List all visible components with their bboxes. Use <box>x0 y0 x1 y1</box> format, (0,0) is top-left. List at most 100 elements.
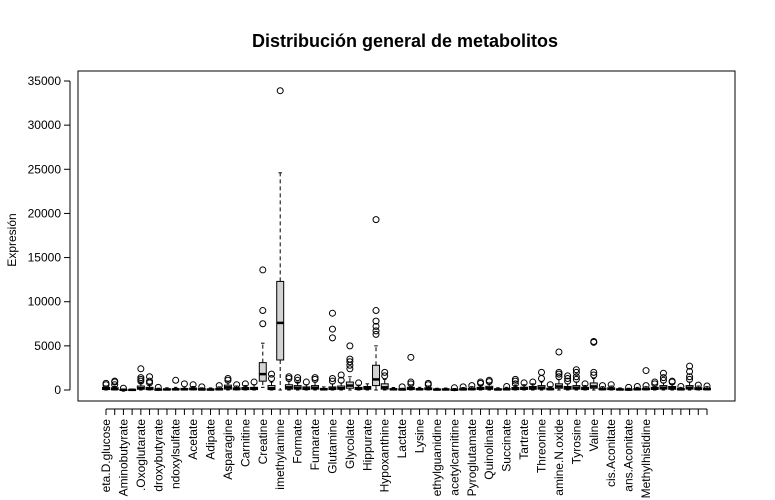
box <box>337 371 346 391</box>
box <box>128 388 137 392</box>
outlier-point <box>703 382 711 390</box>
outlier-point <box>407 378 415 386</box>
outlier-point <box>119 384 127 392</box>
x-tick-label: ndoxylsulfate <box>169 419 183 489</box>
box <box>154 383 163 391</box>
outlier-point <box>146 377 154 385</box>
outlier-point <box>572 373 580 381</box>
outlier-point <box>372 330 380 338</box>
outlier-point <box>372 216 380 224</box>
chart-title: Distribución general de metabolitos <box>252 31 558 51</box>
outlier-point <box>520 379 528 387</box>
box <box>197 383 206 391</box>
box <box>241 380 250 391</box>
box <box>624 383 633 391</box>
box <box>459 383 468 391</box>
y-tick-label: 0 <box>54 383 61 397</box>
box <box>276 87 285 391</box>
box <box>102 379 110 391</box>
x-tick-label: imethylamine <box>273 419 287 490</box>
box <box>572 366 581 391</box>
x-tick-label: Hippurate <box>360 419 374 471</box>
outlier-point <box>590 371 598 379</box>
outlier-point <box>503 382 511 390</box>
outlier-point <box>607 381 615 389</box>
box <box>615 387 624 391</box>
outlier-point <box>459 383 467 391</box>
box <box>554 348 563 391</box>
box <box>441 387 450 391</box>
box <box>215 382 224 391</box>
outlier-point <box>572 375 580 383</box>
outlier-point <box>294 376 302 384</box>
outlier-point <box>276 87 284 95</box>
outlier-point <box>267 375 275 383</box>
outlier-point <box>564 377 572 385</box>
box-iqr <box>258 362 267 382</box>
outlier-point <box>555 368 563 376</box>
x-tick-label: Lysine <box>413 419 427 454</box>
box <box>372 216 380 391</box>
box <box>354 379 363 391</box>
y-tick-label: 25000 <box>28 162 62 176</box>
outlier-point <box>590 368 598 376</box>
box <box>467 382 476 391</box>
y-tick-label: 15000 <box>28 251 62 265</box>
x-tick-label: .Oxoglutarate <box>134 419 148 491</box>
box <box>398 383 407 391</box>
outlier-point <box>555 373 563 381</box>
x-tick-label: Threonine <box>535 419 549 473</box>
y-tick-label: 5000 <box>34 339 61 353</box>
box <box>302 378 311 391</box>
box <box>250 378 259 391</box>
x-tick-label: Formate <box>291 419 305 464</box>
outlier-point <box>477 378 485 386</box>
outlier-point <box>381 372 389 380</box>
x-tick-label: Hypoxanthine <box>378 419 392 493</box>
outlier-point <box>346 342 354 350</box>
x-tick-label: Carnitine <box>238 419 252 467</box>
outlier-point <box>154 383 162 391</box>
outlier-point <box>659 369 667 377</box>
outlier-point <box>529 378 537 386</box>
box-iqr <box>372 364 380 387</box>
box <box>189 381 198 391</box>
outlier-point <box>572 366 580 374</box>
outlier-point <box>590 337 598 345</box>
outlier-point <box>372 317 380 325</box>
box-iqr <box>276 280 285 361</box>
outlier-point <box>372 327 380 335</box>
box <box>668 377 677 391</box>
outlier-point <box>328 375 336 383</box>
x-tick-label: droxybutyrate <box>151 419 165 492</box>
y-axis: 0 5000 10000 15000 20000 25000 30000 35000 <box>28 74 71 397</box>
outlier-point <box>328 325 336 333</box>
outlier-point <box>633 382 641 390</box>
y-tick-label: 10000 <box>28 295 62 309</box>
x-tick-label: Acetate <box>186 419 200 460</box>
outlier-point <box>111 381 119 389</box>
box <box>511 375 520 391</box>
box <box>433 387 441 391</box>
outlier-point <box>337 371 345 379</box>
outlier-point <box>564 375 572 383</box>
box <box>450 384 459 392</box>
box <box>171 376 180 391</box>
x-tick-label: eta.D.glucose <box>99 419 113 493</box>
outlier-point <box>137 365 145 373</box>
box <box>642 367 651 391</box>
x-tick-label: Adipate <box>204 419 218 460</box>
outlier-point <box>485 376 493 384</box>
outlier-point <box>686 373 694 381</box>
outlier-point <box>686 362 694 370</box>
outlier-point <box>372 322 380 330</box>
box <box>258 266 267 388</box>
x-tick-label: Creatine <box>256 419 270 465</box>
outlier-point <box>398 383 406 391</box>
y-tick-label: 35000 <box>28 74 62 88</box>
box <box>145 373 154 391</box>
x-tick-label: Quinolinate <box>482 419 496 480</box>
outlier-point <box>259 320 267 328</box>
box <box>162 387 171 391</box>
